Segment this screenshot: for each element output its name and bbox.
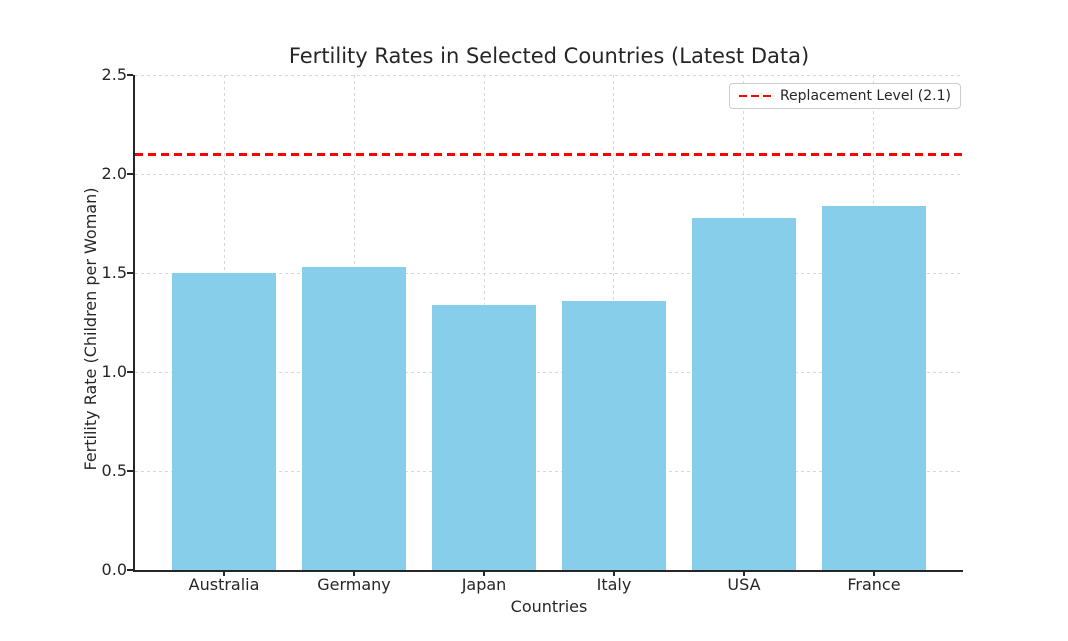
y-gridline-2.5 bbox=[135, 74, 963, 76]
legend-label: Replacement Level (2.1) bbox=[779, 88, 951, 104]
y-tick-label-2.5: 2.5 bbox=[101, 65, 127, 84]
y-tick-mark-1.0 bbox=[127, 371, 133, 373]
y-tick-label-1.0: 1.0 bbox=[101, 362, 127, 381]
y-gridline-1.5 bbox=[135, 272, 963, 274]
x-tick-mark-france bbox=[872, 570, 875, 576]
y-tick-mark-0.0 bbox=[127, 569, 133, 571]
dashed-line-icon bbox=[738, 94, 771, 98]
x-tick-label-italy: Italy bbox=[596, 575, 632, 594]
y-tick-mark-1.5 bbox=[127, 272, 133, 274]
y-gridline-1.0 bbox=[135, 371, 963, 373]
plot-area: Replacement Level (2.1) bbox=[135, 74, 963, 570]
x-tick-label-usa: USA bbox=[727, 575, 761, 594]
legend: Replacement Level (2.1) bbox=[728, 83, 961, 109]
y-gridline-0.5 bbox=[135, 470, 963, 472]
x-tick-label-germany: Germany bbox=[317, 575, 391, 594]
y-tick-mark-0.5 bbox=[127, 470, 133, 472]
x-tick-mark-germany bbox=[353, 570, 356, 576]
x-tick-mark-japan bbox=[483, 570, 485, 576]
chart-title: Fertility Rates in Selected Countries (L… bbox=[288, 44, 810, 68]
y-tick-mark-2.0 bbox=[127, 173, 133, 175]
bar-usa bbox=[691, 217, 796, 570]
x-axis-spine bbox=[133, 570, 963, 572]
y-tick-label-2.0: 2.0 bbox=[101, 164, 127, 183]
bar-australia bbox=[172, 273, 277, 570]
bar-france bbox=[821, 205, 926, 570]
x-axis-label: Countries bbox=[510, 597, 588, 616]
x-tick-mark-italy bbox=[612, 570, 615, 576]
y-axis-label: Fertility Rate (Children per Woman) bbox=[81, 187, 100, 471]
y-tick-label-1.5: 1.5 bbox=[101, 263, 127, 282]
replacement-level-line bbox=[135, 153, 963, 156]
y-tick-label-0.5: 0.5 bbox=[101, 461, 127, 480]
bar-italy bbox=[561, 300, 666, 570]
x-tick-mark-usa bbox=[742, 570, 745, 576]
x-tick-label-japan: Japan bbox=[461, 575, 507, 594]
y-tick-mark-2.5 bbox=[127, 74, 133, 76]
x-tick-label-australia: Australia bbox=[188, 575, 260, 594]
y-axis-spine bbox=[133, 75, 135, 572]
bar-germany bbox=[302, 267, 407, 570]
x-tick-mark-australia bbox=[223, 570, 226, 576]
y-gridline-2.0 bbox=[135, 173, 963, 175]
y-tick-label-0.0: 0.0 bbox=[101, 560, 127, 579]
x-tick-label-france: France bbox=[847, 575, 901, 594]
bar-japan bbox=[432, 304, 536, 570]
